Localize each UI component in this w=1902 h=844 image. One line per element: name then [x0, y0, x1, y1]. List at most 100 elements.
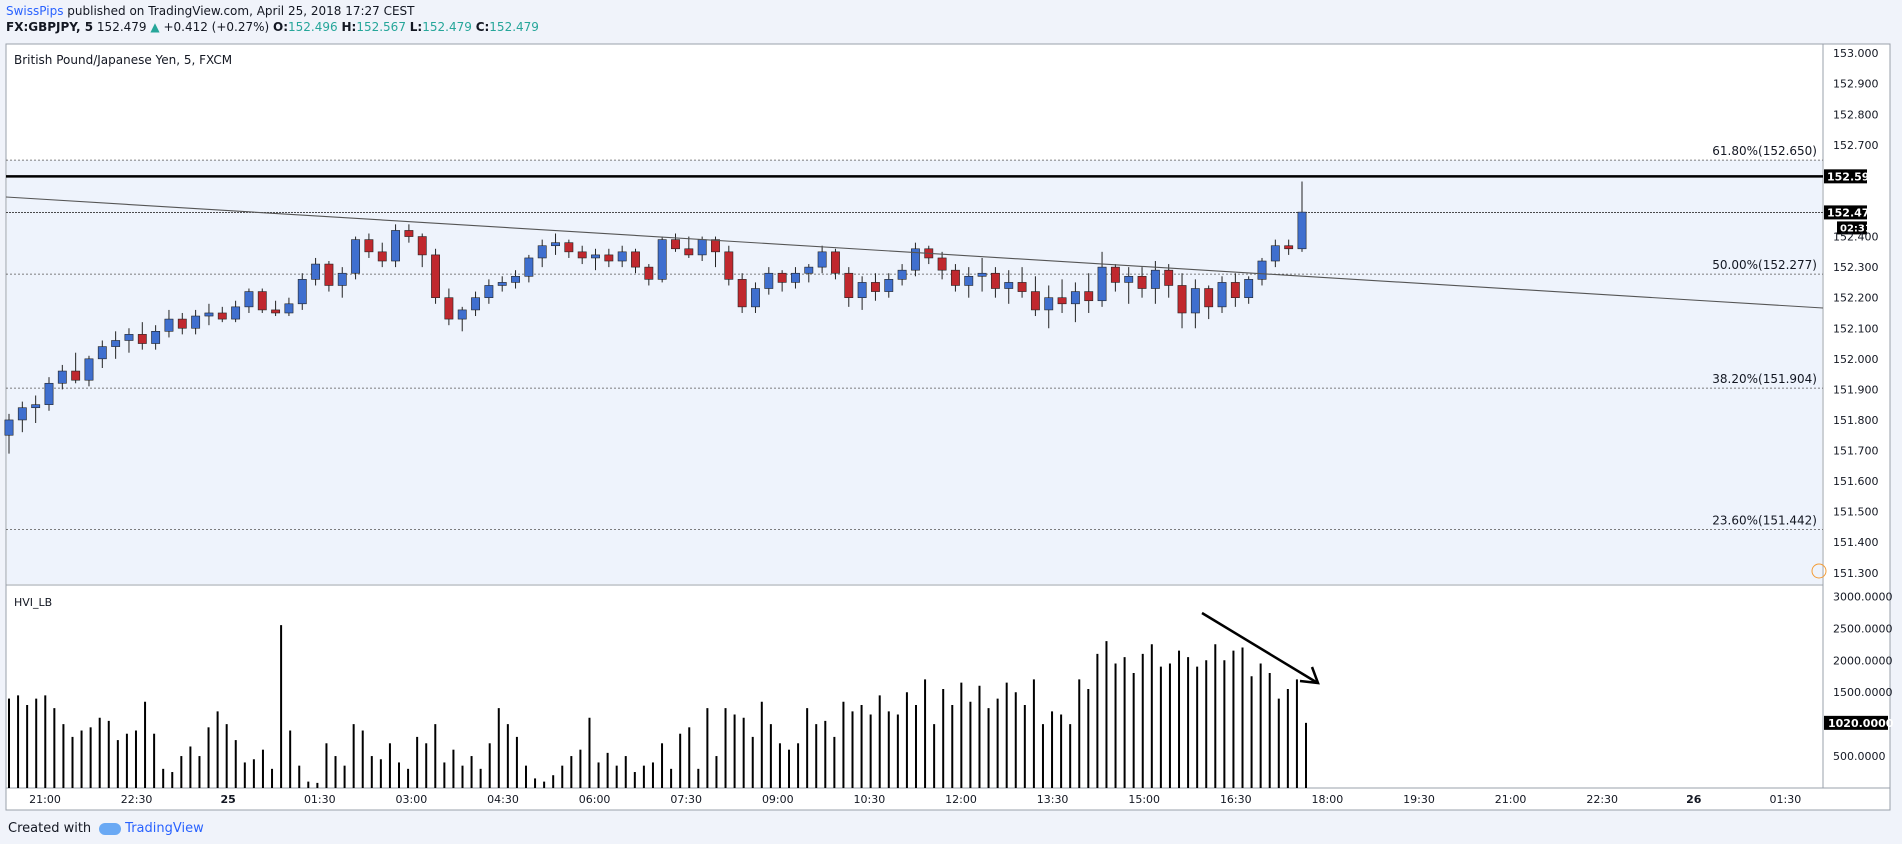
candle-body	[164, 318, 174, 332]
price-tick-label: 152.400	[1833, 231, 1879, 244]
volume-last-tag-label: 1020.0000	[1828, 717, 1894, 730]
candle-body	[431, 254, 440, 298]
time-tick-label: 18:00	[1312, 793, 1344, 806]
candle-body	[4, 419, 14, 436]
candle-body	[404, 230, 414, 237]
close-label: C:	[475, 20, 490, 34]
candle-body	[511, 275, 520, 283]
candle-body	[337, 272, 347, 286]
trendline[interactable]	[5, 196, 1824, 309]
candle-body	[377, 251, 387, 262]
fib-label: 23.60%(151.442)	[1712, 513, 1817, 527]
price-tick-label: 151.300	[1833, 567, 1879, 580]
countdown-tag-label: 02:31	[1840, 223, 1872, 234]
ohlc-line: FX:GBPJPY, 5 152.479 ▲ +0.412 (+0.27%) O…	[6, 19, 539, 35]
arrow-annotation[interactable]	[1201, 611, 1317, 684]
candle-body	[631, 251, 640, 268]
volume-tick-label: 2000.0000	[1833, 654, 1893, 667]
candle-body	[1070, 291, 1080, 305]
volume-tick-label: 1500.0000	[1833, 686, 1893, 699]
candle-body	[111, 340, 121, 347]
candle-body	[1204, 288, 1214, 308]
close-value: 152.479	[489, 20, 539, 34]
open-value: 152.496	[288, 20, 338, 34]
volume-tick-label: 3000.0000	[1833, 590, 1893, 603]
candle-body	[1137, 275, 1147, 289]
candle-body	[497, 282, 507, 286]
candle-body	[1110, 266, 1120, 283]
candle-body	[564, 242, 574, 253]
time-tick-label: 26	[1686, 793, 1702, 806]
fib-label: 50.00%(152.277)	[1712, 258, 1817, 272]
candle-body	[551, 242, 560, 247]
candle-body	[97, 346, 107, 360]
candle-body	[684, 248, 694, 256]
last-price-tag-label: 152.479	[1827, 206, 1877, 219]
candle-body	[177, 318, 187, 329]
time-axis[interactable]	[5, 787, 1891, 811]
price-tick-label: 151.800	[1833, 414, 1879, 427]
countdown-tag	[1837, 221, 1867, 235]
candle-body	[1270, 245, 1280, 262]
candle-body	[364, 239, 374, 253]
candle-body	[604, 254, 614, 262]
candle-body	[31, 404, 41, 409]
candle-body	[671, 239, 680, 250]
up-arrow-icon: ▲	[150, 20, 160, 34]
time-tick-label: 22:30	[121, 793, 153, 806]
price-tick-label: 152.000	[1833, 353, 1879, 366]
candle-body	[577, 251, 587, 259]
published-text: published on TradingView.com, April 25, …	[67, 4, 415, 18]
candle-body	[964, 275, 974, 286]
alert-marker-icon[interactable]	[1811, 563, 1827, 579]
cloud-icon	[99, 822, 122, 835]
tradingview-brand[interactable]: TradingView	[99, 821, 204, 836]
fib-label: 61.80%(152.650)	[1712, 144, 1817, 158]
high-value: 152.567	[356, 20, 406, 34]
candle-body	[724, 251, 734, 280]
candle-body	[537, 245, 547, 259]
candle-body	[457, 309, 467, 320]
price-pane-title: British Pound/Japanese Yen, 5, FXCM	[14, 53, 232, 67]
time-tick-label: 01:30	[1770, 793, 1802, 806]
fib-zone-lower	[7, 529, 1822, 584]
candle-body	[857, 282, 867, 298]
time-tick-label: 22:30	[1586, 793, 1618, 806]
low-label: L:	[409, 20, 423, 34]
volume-pane-title: HVI_LB	[14, 596, 52, 609]
author-link[interactable]: SwissPips	[6, 4, 64, 18]
candle-body	[217, 312, 227, 320]
candle-body	[484, 285, 494, 298]
footer: Created with TradingView	[8, 821, 204, 836]
candle-body	[1297, 211, 1307, 250]
candle-body	[591, 254, 600, 259]
candle-body	[1284, 245, 1294, 250]
candle-body	[977, 272, 987, 277]
open-label: O:	[273, 20, 289, 34]
fib-label: 38.20%(151.904)	[1712, 372, 1817, 386]
candle-body	[1097, 266, 1107, 302]
candle-body	[884, 279, 894, 292]
volume-pane[interactable]	[5, 584, 1824, 789]
candle-body	[1030, 291, 1040, 311]
candle-body	[1150, 269, 1160, 289]
time-tick-label: 21:00	[1495, 793, 1527, 806]
price-tick-label: 152.300	[1833, 261, 1879, 274]
candle-body	[737, 279, 747, 308]
price-tick-label: 151.700	[1833, 445, 1879, 458]
candle-body	[124, 334, 134, 341]
candle-body	[1190, 288, 1200, 314]
candle-body	[871, 282, 880, 292]
time-tick-label: 03:00	[396, 793, 428, 806]
candle-body	[617, 251, 627, 262]
candle-body	[1057, 297, 1067, 305]
price-tick-label: 153.000	[1833, 47, 1879, 60]
price-tick-label: 151.400	[1833, 536, 1879, 549]
candle-body	[324, 263, 334, 286]
candle-body	[711, 239, 720, 253]
last-price: 152.479	[96, 20, 147, 34]
candle-body	[44, 382, 54, 405]
candle-body	[777, 272, 787, 283]
symbol-label[interactable]: FX:GBPJPY, 5	[6, 20, 94, 34]
